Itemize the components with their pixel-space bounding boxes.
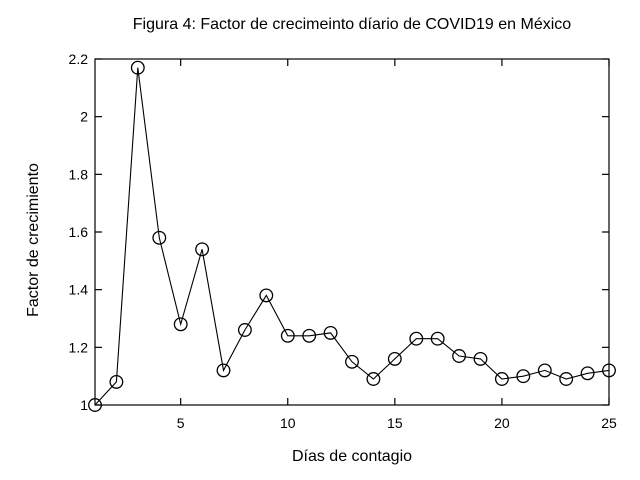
data-point-marker: [409, 331, 424, 346]
chart-title: Figura 4: Factor de crecimeinto díario d…: [133, 16, 572, 33]
data-point-marker: [580, 366, 595, 381]
data-line: [94, 67, 610, 406]
data-point-marker: [516, 369, 531, 384]
data-point-marker: [237, 323, 252, 337]
data-point-marker: [494, 372, 509, 386]
y-tick-label: 1.4: [69, 282, 89, 298]
data-point-marker: [323, 325, 338, 340]
x-tick-label: 20: [494, 415, 510, 431]
data-point-marker: [130, 60, 145, 75]
axes-border: [94, 58, 610, 406]
x-tick-label: 10: [280, 415, 296, 431]
x-axis-label: Días de contagio: [292, 448, 412, 465]
y-tick-label: 2.2: [69, 51, 89, 67]
data-point-marker: [195, 242, 210, 257]
data-point-marker: [430, 331, 445, 346]
y-tick-label: 1.8: [69, 166, 89, 182]
data-point-marker: [259, 288, 274, 303]
data-point-marker: [559, 372, 574, 386]
data-point-marker: [345, 354, 359, 369]
data-point-marker: [302, 328, 317, 343]
data-point-marker: [602, 363, 616, 378]
data-point-marker: [173, 317, 188, 332]
data-point-marker: [152, 230, 167, 245]
x-tick-label: 5: [177, 415, 185, 431]
x-tick-label: 15: [387, 415, 403, 431]
plot-area: 5 10 15 20 25 1 1.2 1.4 1.6 1.8 2 2.2: [69, 51, 617, 431]
data-point-marker: [537, 363, 552, 378]
data-point-marker: [452, 349, 467, 363]
data-point-marker: [109, 374, 124, 389]
y-tick-label: 1.6: [69, 224, 89, 240]
x-tick-label: 25: [601, 415, 617, 431]
y-tick-label: 1: [80, 397, 88, 413]
y-tick-label: 1.2: [69, 339, 89, 355]
y-tick-label: 2: [80, 109, 88, 125]
data-point-marker: [280, 328, 295, 343]
data-point-marker: [387, 351, 402, 366]
data-point-marker: [366, 372, 381, 386]
data-point-marker: [88, 398, 102, 412]
data-point-marker: [473, 351, 488, 366]
data-point-marker: [216, 363, 231, 378]
y-axis-label: Factor de crecimiento: [25, 163, 42, 317]
